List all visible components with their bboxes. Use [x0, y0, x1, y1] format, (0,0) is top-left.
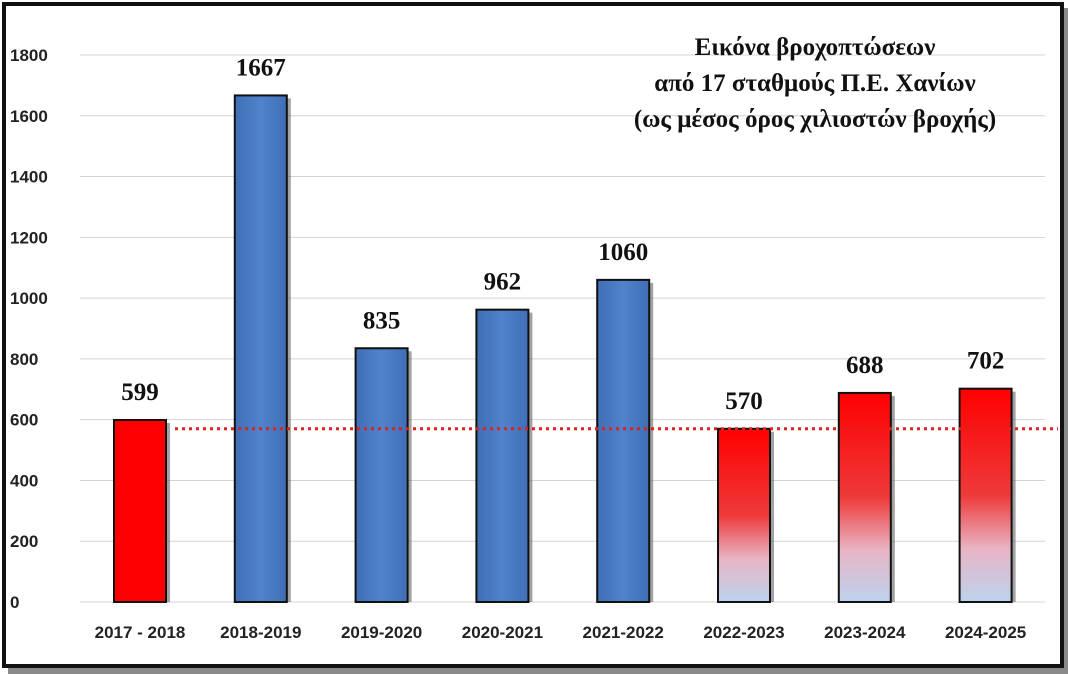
x-tick-label: 2021-2022 [583, 623, 664, 642]
y-tick-label: 200 [10, 532, 38, 551]
y-tick-label: 1200 [10, 228, 48, 247]
x-tick-label: 2018-2019 [220, 623, 301, 642]
data-label: 688 [846, 352, 884, 379]
data-label: 1060 [598, 239, 648, 266]
data-label: 599 [121, 379, 159, 406]
chart-title-line-2: από 17 σταθμούς Π.Ε. Χανίων [654, 70, 976, 97]
y-tick-label: 600 [10, 411, 38, 430]
x-tick-label: 2023-2024 [824, 623, 906, 642]
bar-2019-2020 [354, 347, 409, 603]
data-label: 1667 [236, 54, 286, 81]
data-labels: 599 1667 835 962 1060 570 688 702 [121, 54, 1004, 414]
bars [113, 94, 1016, 604]
bar-2024-2025 [958, 387, 1013, 604]
y-tick-label: 1800 [10, 46, 48, 65]
x-axis-ticks: 2017 - 2018 2018-2019 2019-2020 2020-2021 20… [95, 623, 1027, 642]
data-label: 962 [484, 269, 522, 296]
data-label: 570 [725, 388, 763, 415]
y-tick-label: 1400 [10, 168, 48, 187]
y-tick-label: 1600 [10, 107, 48, 126]
bar-2021-2022 [596, 278, 651, 603]
x-tick-label: 2024-2025 [945, 623, 1026, 642]
x-tick-label: 2022-2023 [703, 623, 784, 642]
y-tick-label: 0 [10, 593, 19, 612]
bar-2023-2024 [837, 391, 892, 603]
bar-2017-2018 [113, 418, 167, 603]
y-tick-label: 400 [10, 471, 38, 490]
y-axis-ticks: 0 200 400 600 800 1000 1200 1400 1600 1800 [10, 46, 48, 612]
x-tick-label: 2020-2021 [462, 623, 543, 642]
bar-2022-2023 [717, 427, 771, 603]
chart-title-line-3: (ως μέσος όρος χιλιοστών βροχής) [633, 106, 997, 133]
bar-2020-2021 [475, 308, 530, 603]
data-label: 835 [363, 307, 401, 334]
chart-title: Εικόνα βροχοπτώσεων από 17 σταθμούς Π.Ε.… [565, 30, 1065, 138]
data-label: 702 [967, 348, 1005, 375]
y-tick-label: 1000 [10, 289, 48, 308]
y-tick-label: 800 [10, 350, 38, 369]
chart-title-line-1: Εικόνα βροχοπτώσεων [694, 34, 936, 61]
x-tick-label: 2019-2020 [341, 623, 422, 642]
x-tick-label: 2017 - 2018 [95, 623, 186, 642]
bar-2018-2019 [233, 94, 288, 603]
